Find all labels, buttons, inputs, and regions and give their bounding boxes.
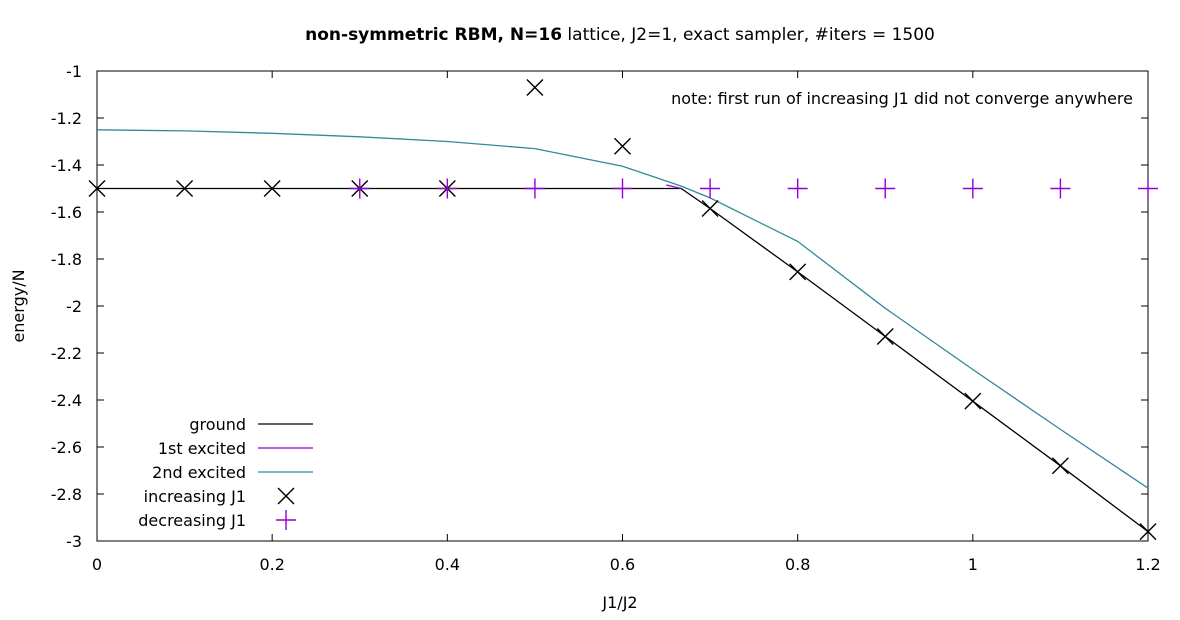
data-point-decreasing-j1 (1138, 178, 1158, 199)
data-point-increasing-j1-stroke (964, 392, 982, 410)
data-point-increasing-j1 (1139, 523, 1157, 541)
data-point-increasing-j1 (1051, 457, 1069, 475)
data-point-increasing-j1-stroke (526, 78, 544, 96)
legend-label-1st-excited: 1st excited (158, 439, 246, 458)
y-tick-label: -3 (66, 532, 82, 551)
y-tick-label: -1.8 (51, 250, 82, 269)
data-point-decreasing-j1 (962, 178, 983, 199)
chart-title: non-symmetric RBM, N=16 lattice, J2=1, e… (305, 25, 935, 45)
data-point-decreasing-j1 (437, 178, 458, 199)
y-tick-label: -2.4 (51, 391, 82, 410)
legend-label-ground: ground (189, 415, 246, 434)
data-point-decreasing-j1 (875, 178, 896, 199)
chart-title-bold: non-symmetric RBM, N=16 (305, 25, 562, 45)
data-point-increasing-j1-stroke (88, 180, 106, 197)
data-point-increasing-j1-stroke (614, 137, 631, 155)
data-point-increasing-j1 (964, 392, 982, 410)
data-point-increasing-j1 (88, 180, 106, 197)
data-point-increasing-j1 (876, 328, 894, 346)
legend-label-decreasing-j1: decreasing J1 (138, 511, 246, 530)
y-tick-label: -2.8 (51, 485, 82, 504)
y-tick-label: -2 (66, 297, 82, 316)
y-tick-label: -1.4 (51, 156, 82, 175)
data-point-increasing-j1 (614, 137, 631, 155)
series-points (88, 78, 1158, 541)
x-axis-label: J1/J2 (601, 593, 637, 612)
series-line-2nd-excited (96, 129, 1149, 489)
annotation: note: first run of increasing J1 did not… (671, 89, 1133, 108)
y-axis-label: energy/N (9, 269, 28, 342)
data-point-increasing-j1-stroke (876, 328, 894, 346)
x-tick-label: 0 (92, 555, 102, 574)
data-point-increasing-j1-stroke (1051, 457, 1069, 475)
x-tick-label: 0.6 (610, 555, 635, 574)
data-point-increasing-j1 (263, 180, 281, 197)
series-line-1st-excited (666, 184, 682, 190)
data-point-increasing-j1 (789, 263, 807, 281)
data-point-increasing-j1 (176, 180, 194, 197)
legend-swatch-increasing-j1-stroke (277, 487, 295, 505)
data-point-decreasing-j1 (787, 178, 808, 199)
data-point-decreasing-j1 (1050, 178, 1071, 199)
chart-title-rest: lattice, J2=1, exact sampler, #iters = 1… (562, 25, 935, 45)
data-point-increasing-j1-stroke (1139, 523, 1157, 541)
series-lines (96, 129, 1149, 533)
data-point-decreasing-j1 (700, 178, 721, 199)
legend-label-2nd-excited: 2nd excited (152, 463, 246, 482)
x-tick-label: 0.8 (785, 555, 810, 574)
legend: ground 1st excited 2nd excited increasing J… (138, 415, 313, 530)
y-tick-label: -2.2 (51, 344, 82, 363)
data-point-decreasing-j1 (349, 178, 370, 199)
data-point-increasing-j1-stroke (789, 263, 807, 281)
data-point-increasing-j1-stroke (263, 180, 281, 197)
legend-swatch-decreasing-j1 (276, 510, 296, 530)
axis-ticks: 0 0.2 0.4 0.6 0.8 1 1.2 -1 -1.2 -1.4 -1.6 -1.8 -2 -2.… (51, 62, 1161, 574)
data-point-decreasing-j1 (612, 178, 633, 199)
x-tick-label: 1 (968, 555, 978, 574)
y-tick-label: -2.6 (51, 438, 82, 457)
x-tick-label: 0.4 (435, 555, 460, 574)
data-point-increasing-j1 (701, 199, 719, 217)
data-point-decreasing-j1 (524, 178, 545, 199)
y-tick-label: -1.6 (51, 203, 82, 222)
legend-label-increasing-j1: increasing J1 (144, 487, 246, 506)
x-tick-label: 0.2 (259, 555, 284, 574)
data-point-increasing-j1-stroke (701, 199, 719, 217)
legend-swatch-increasing-j1 (277, 487, 295, 505)
plot-frame (96, 70, 1149, 542)
y-tick-label: -1.2 (51, 109, 82, 128)
data-point-increasing-j1 (526, 78, 544, 96)
y-tick-label: -1 (66, 62, 82, 81)
series-line-ground (97, 187, 1149, 533)
data-point-increasing-j1-stroke (176, 180, 194, 197)
x-tick-label: 1.2 (1135, 555, 1160, 574)
